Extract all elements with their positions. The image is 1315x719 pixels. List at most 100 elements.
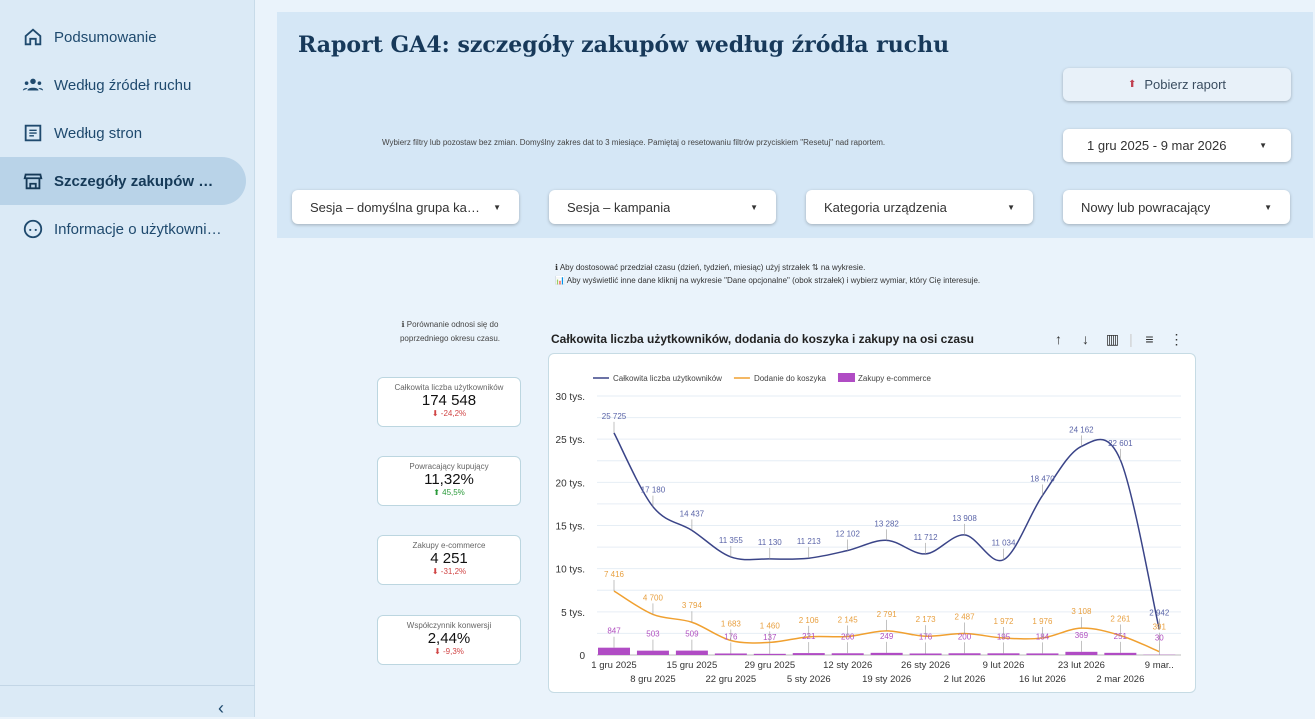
store-icon [22,170,44,192]
document-icon [22,122,44,144]
data-label-purchases: 200 [958,632,972,641]
home-icon [22,26,44,48]
legend-swatch [838,373,855,382]
filter-icon[interactable]: ≡ [1136,331,1163,348]
x-tick-label: 2 lut 2026 [944,674,986,685]
kpi-delta: ⬇ -24,2% [378,409,520,418]
chart-svg: 05 tys.10 tys.15 tys.20 tys.25 tys.30 ty… [549,354,1197,694]
x-tick-label: 23 lut 2026 [1058,660,1105,671]
sidebar-item-label: Informacje o użytkownikach [54,221,224,238]
data-label-cart: 1 976 [1032,617,1053,626]
data-label-cart: 2 145 [838,615,859,624]
data-label-users: 11 355 [719,536,743,545]
x-tick-label: 15 gru 2025 [667,660,718,671]
data-label-users: 11 712 [914,533,938,542]
filter-label: Kategoria urządzenia [824,200,947,215]
bar-purchases [910,653,942,655]
drill-down-icon[interactable]: ↓ [1072,331,1099,348]
drill-up-icon[interactable]: ↑ [1045,331,1072,348]
data-label-users: 12 102 [835,530,860,539]
data-label-cart: 2 791 [877,610,898,619]
data-label-cart: 3 108 [1071,607,1092,616]
filter-device-category[interactable]: Kategoria urządzenia ▼ [806,190,1033,224]
chevron-down-icon: ▼ [1259,141,1267,150]
data-label-cart: 1 972 [993,617,1014,626]
data-label-purchases: 503 [646,630,660,639]
legend-label: Dodanie do koszyka [754,374,827,383]
sidebar-item-uzytkownicy[interactable]: Informacje o użytkownikach [0,205,246,253]
data-label-purchases: 847 [607,627,621,636]
kpi-delta: ⬇ -9,3% [378,647,520,656]
data-label-users: 17 180 [641,486,666,495]
sidebar-item-zrodla[interactable]: Według źródeł ruchu [0,61,246,109]
sidebar-item-zakupy[interactable]: Szczegóły zakupów według źródła ruchu [0,157,246,205]
bar-purchases [1026,653,1058,655]
kpi-label: Powracający kupujący [378,462,520,471]
data-label-purchases: 369 [1075,631,1089,640]
download-label: Pobierz raport [1144,77,1226,92]
data-label-users: 11 130 [758,538,782,547]
data-label-cart: 2 173 [916,615,937,624]
sidebar-item-label: Podsumowanie [54,29,157,46]
date-range-picker[interactable]: 1 gru 2025 - 9 mar 2026 ▼ [1063,129,1291,162]
data-label-cart: 1 683 [721,619,742,628]
data-label-purchases: 249 [880,632,894,641]
bar-purchases [715,653,747,655]
sidebar-item-strony[interactable]: Według stron [0,109,246,157]
bar-purchases [754,654,786,655]
x-tick-label: 5 sty 2026 [787,674,831,685]
data-label-users: 22 601 [1108,439,1133,448]
data-label-users: 18 470 [1030,475,1055,484]
kpi-label: Współczynnik konwersji [378,621,520,630]
comparison-note: ℹ Porównanie odnosi się do poprzedniego … [380,318,520,346]
date-range-value: 1 gru 2025 - 9 mar 2026 [1087,138,1226,153]
bar-purchases [832,653,864,655]
y-tick-label: 20 tys. [556,478,585,489]
optional-metrics-icon[interactable]: ▥ [1099,331,1126,348]
kpi-delta: ⬆ 45,5% [378,488,520,497]
data-label-cart: 4 700 [643,593,664,602]
x-tick-label: 22 gru 2025 [705,674,756,685]
sidebar: Podsumowanie Według źródeł ruchu Według … [0,0,255,717]
sidebar-item-label: Według źródeł ruchu [54,77,191,94]
legend-label: Zakupy e-commerce [858,374,931,383]
filter-label: Sesja – domyślna grupa kana.. [310,200,480,215]
more-options-icon[interactable]: ⋮ [1163,331,1190,348]
y-tick-label: 25 tys. [556,435,585,446]
kpi-label: Zakupy e-commerce [378,541,520,550]
data-label-cart: 1 460 [760,621,781,630]
y-tick-label: 5 tys. [561,608,585,619]
x-tick-label: 9 lut 2026 [983,660,1025,671]
bar-purchases [793,653,825,655]
filter-label: Sesja – kampania [567,200,670,215]
x-tick-label: 2 mar 2026 [1096,674,1144,685]
data-label-users: 14 437 [680,509,705,518]
filter-channel-group[interactable]: Sesja – domyślna grupa kana..▼ [292,190,519,224]
y-tick-label: 0 [579,651,585,662]
collapse-sidebar-icon[interactable]: ‹ [218,698,224,719]
sidebar-item-podsumowanie[interactable]: Podsumowanie [0,13,246,61]
filter-campaign[interactable]: Sesja – kampania▼ [549,190,776,224]
bar-purchases [1065,652,1097,655]
chevron-down-icon: ▼ [1007,203,1015,212]
y-tick-label: 15 tys. [556,522,585,533]
bar-purchases [988,653,1020,655]
download-icon: ⬆ [1128,79,1136,90]
kpi-value: 174 548 [378,392,520,409]
download-report-button[interactable]: ⬆ Pobierz raport [1063,68,1291,101]
chart-title: Całkowita liczba użytkowników, dodania d… [551,332,974,346]
x-tick-label: 16 lut 2026 [1019,674,1066,685]
filter-new-returning[interactable]: Nowy lub powracający▼ [1063,190,1290,224]
filter-label: Nowy lub powracający [1081,200,1210,215]
y-tick-label: 10 tys. [556,565,585,576]
sidebar-item-label: Szczegóły zakupów według źródła ruchu [54,173,224,190]
x-tick-label: 9 mar.. [1145,660,1174,671]
x-tick-label: 19 sty 2026 [862,674,911,685]
chart-toolbar: ↑ ↓ ▥ | ≡ ⋮ [1045,331,1190,348]
data-label-users: 13 908 [952,514,977,523]
x-tick-label: 8 gru 2025 [630,674,675,685]
